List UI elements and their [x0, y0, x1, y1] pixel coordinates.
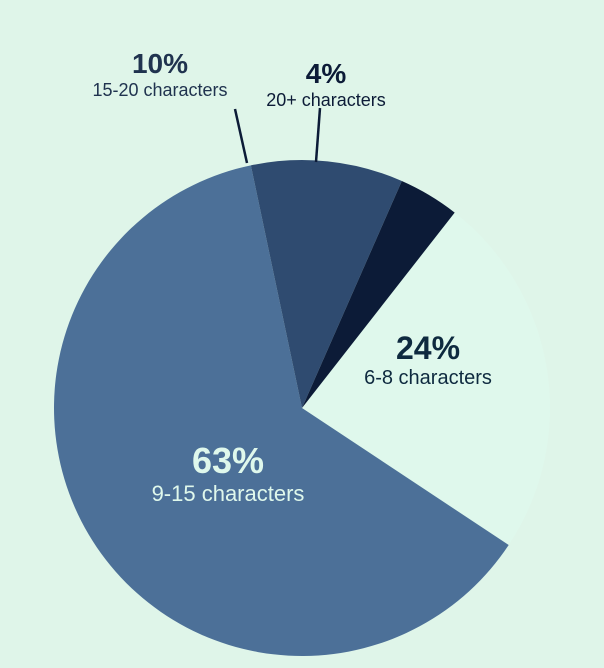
pie-slices [54, 160, 550, 656]
pie-chart [0, 0, 604, 668]
